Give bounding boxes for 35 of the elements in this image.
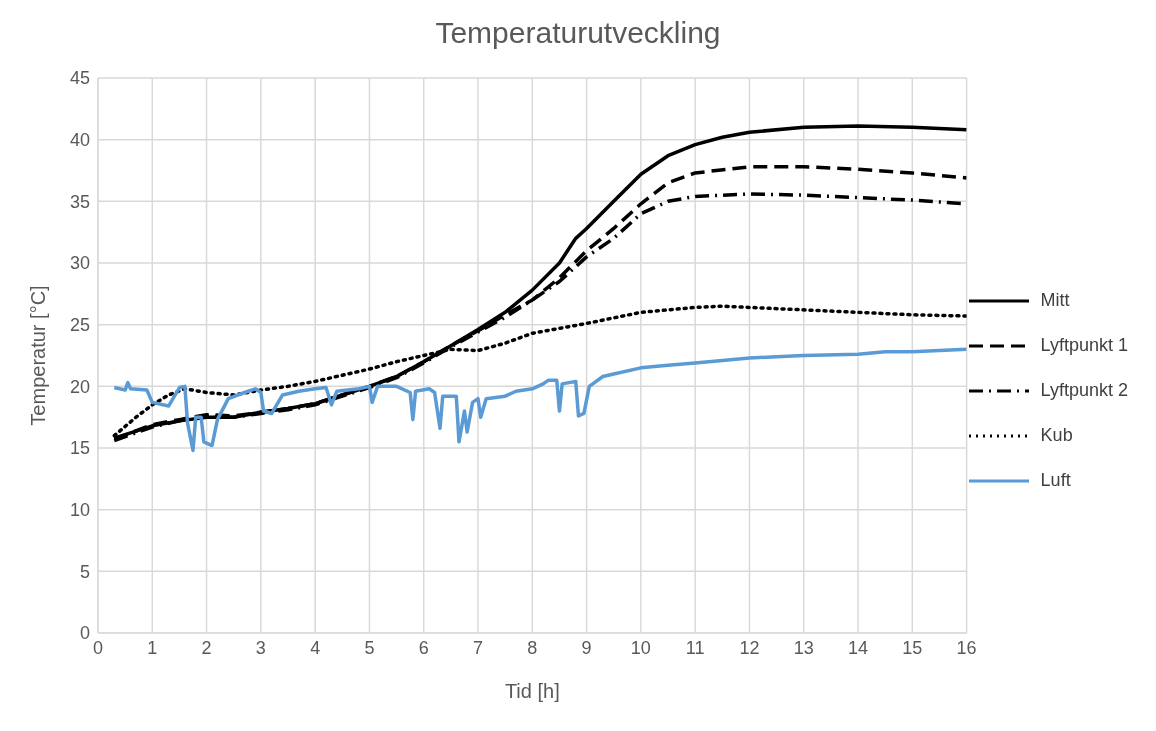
y-axis-title: Temperatur [°C] [27, 285, 50, 426]
x-tick-label: 0 [92, 637, 104, 658]
x-axis-title: Tid [h] [504, 680, 560, 702]
x-tick-label: 10 [630, 637, 651, 658]
legend-label: Luft [1040, 470, 1071, 491]
y-tick-label: 5 [79, 561, 90, 582]
x-tick-label: 8 [527, 637, 538, 658]
x-tick-label: 4 [310, 637, 321, 658]
x-tick-label: 13 [793, 637, 814, 658]
y-tick-label: 45 [69, 68, 90, 89]
x-tick-label: 7 [473, 637, 484, 658]
x-tick-label: 14 [848, 637, 869, 658]
legend-label: Lyftpunkt 2 [1040, 380, 1128, 401]
x-tick-label: 16 [956, 637, 977, 658]
x-tick-label: 6 [418, 637, 429, 658]
chart-title: Temperaturutveckling [434, 15, 722, 51]
x-tick-label: 11 [685, 637, 705, 658]
x-tick-label: 3 [255, 637, 266, 658]
y-tick-label: 35 [69, 191, 90, 212]
x-tick-label: 12 [739, 637, 760, 658]
legend-label: Mitt [1040, 290, 1070, 311]
y-tick-label: 20 [69, 376, 90, 397]
y-tick-label: 10 [69, 500, 90, 521]
x-tick-label: 2 [201, 637, 212, 658]
y-tick-label: 25 [69, 315, 90, 336]
x-tick-label: 1 [147, 637, 158, 658]
x-tick-label: 9 [581, 637, 592, 658]
y-tick-label: 30 [69, 253, 90, 274]
y-tick-label: 0 [79, 623, 90, 644]
x-tick-label: 15 [902, 637, 923, 658]
y-tick-label: 15 [69, 438, 90, 459]
legend-label: Lyftpunkt 1 [1040, 335, 1128, 356]
x-tick-label: 5 [364, 637, 375, 658]
legend-label: Kub [1040, 425, 1073, 446]
y-tick-label: 40 [69, 130, 90, 151]
